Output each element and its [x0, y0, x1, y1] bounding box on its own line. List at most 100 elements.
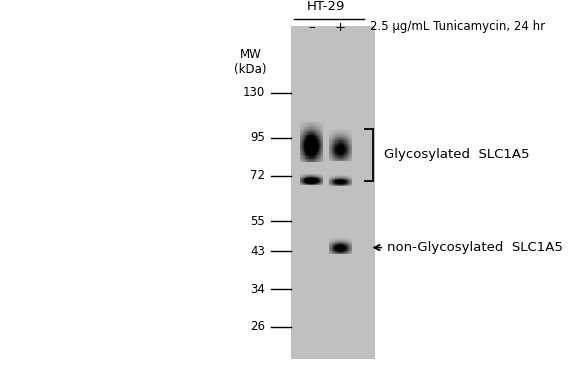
Bar	[313, 149, 314, 151]
Bar	[330, 154, 331, 156]
Bar	[321, 123, 322, 125]
Bar	[335, 131, 336, 132]
Bar	[313, 152, 314, 153]
Bar	[320, 131, 321, 133]
Bar	[306, 153, 307, 155]
Bar	[329, 154, 331, 156]
Bar	[310, 152, 311, 153]
Bar	[322, 157, 323, 159]
Bar	[344, 177, 345, 178]
Bar	[345, 146, 346, 147]
Bar	[341, 132, 342, 133]
Bar	[343, 147, 345, 149]
Bar	[332, 156, 333, 158]
Bar	[310, 181, 311, 182]
Bar	[329, 179, 331, 180]
Bar	[339, 158, 340, 160]
Bar	[347, 145, 349, 147]
Bar	[346, 159, 347, 161]
Bar	[303, 177, 304, 178]
Bar	[334, 137, 335, 138]
Bar	[314, 124, 315, 126]
Bar	[336, 143, 338, 144]
Bar	[311, 177, 312, 178]
Bar	[318, 155, 319, 156]
Bar	[307, 176, 308, 177]
Bar	[343, 246, 345, 247]
Bar	[336, 239, 337, 240]
Bar	[341, 158, 342, 160]
Bar	[346, 151, 347, 153]
Bar	[308, 139, 310, 140]
Bar	[342, 131, 343, 132]
Bar	[351, 176, 352, 177]
Bar	[346, 185, 347, 186]
Bar	[303, 184, 304, 185]
Bar	[320, 178, 321, 179]
Bar	[310, 140, 311, 142]
Bar	[304, 184, 305, 185]
Bar	[317, 151, 318, 152]
Bar	[317, 174, 318, 175]
Bar	[349, 241, 350, 242]
Bar	[349, 155, 350, 156]
Bar	[345, 238, 346, 239]
Bar	[308, 135, 310, 136]
Bar	[315, 175, 316, 176]
Bar	[346, 238, 347, 239]
Bar	[338, 245, 339, 246]
Bar	[317, 139, 318, 140]
Bar	[340, 239, 342, 240]
Bar	[303, 180, 304, 181]
Bar	[336, 242, 338, 243]
Bar	[339, 147, 340, 149]
Bar	[335, 132, 336, 133]
Bar	[332, 245, 333, 246]
Bar	[351, 251, 352, 252]
Bar	[307, 159, 308, 160]
Bar	[321, 148, 322, 150]
Bar	[340, 251, 341, 252]
Bar	[338, 178, 339, 179]
Bar	[321, 157, 322, 159]
Bar	[318, 159, 319, 160]
Bar	[351, 137, 352, 138]
Bar	[332, 155, 333, 156]
Bar	[311, 127, 313, 129]
Bar	[304, 133, 305, 135]
Bar	[322, 182, 323, 183]
Bar	[340, 151, 341, 153]
Bar	[340, 144, 342, 146]
Bar	[317, 152, 318, 153]
Bar	[349, 146, 350, 147]
Bar	[329, 250, 331, 251]
Bar	[342, 183, 343, 184]
Bar	[301, 141, 303, 143]
Bar	[304, 175, 305, 176]
Bar	[303, 179, 304, 180]
Bar	[306, 131, 307, 133]
Bar	[329, 139, 331, 141]
Bar	[336, 185, 337, 186]
Bar	[306, 122, 307, 123]
Bar	[303, 159, 304, 160]
Bar	[349, 240, 350, 241]
Bar	[311, 124, 312, 126]
Bar	[318, 127, 319, 129]
Bar	[346, 253, 347, 254]
Bar	[343, 152, 344, 153]
Bar	[331, 240, 332, 241]
Bar	[313, 143, 314, 144]
Bar	[349, 135, 350, 136]
Bar	[313, 124, 314, 126]
Bar	[341, 183, 342, 184]
Bar	[307, 177, 308, 178]
Bar	[351, 175, 352, 176]
Bar	[343, 147, 344, 149]
Bar	[349, 180, 350, 181]
Bar	[317, 128, 318, 130]
Bar	[331, 239, 332, 240]
Bar	[315, 174, 317, 175]
Bar	[320, 179, 321, 180]
Bar	[339, 179, 340, 180]
